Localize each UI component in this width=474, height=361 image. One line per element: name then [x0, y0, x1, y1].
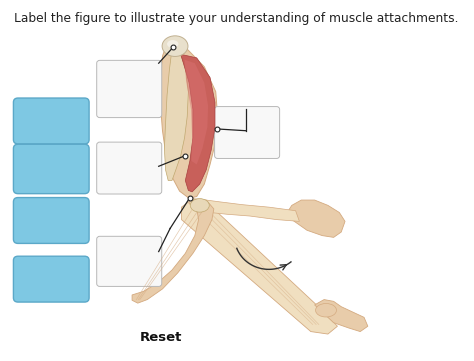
- FancyBboxPatch shape: [97, 236, 162, 286]
- Polygon shape: [164, 49, 188, 180]
- FancyBboxPatch shape: [13, 256, 89, 302]
- FancyBboxPatch shape: [97, 142, 162, 194]
- FancyBboxPatch shape: [97, 60, 162, 118]
- Polygon shape: [287, 200, 345, 238]
- Text: Reset: Reset: [139, 331, 182, 344]
- Text: Contracted
muscle: Contracted muscle: [14, 155, 88, 183]
- Polygon shape: [315, 300, 368, 331]
- FancyBboxPatch shape: [13, 197, 89, 243]
- FancyBboxPatch shape: [215, 106, 280, 158]
- Text: Label the figure to illustrate your understanding of muscle attachments.: Label the figure to illustrate your unde…: [14, 12, 459, 25]
- Polygon shape: [206, 200, 300, 221]
- Text: Relaxed
muscle: Relaxed muscle: [25, 206, 78, 235]
- Polygon shape: [182, 200, 337, 334]
- Ellipse shape: [190, 199, 209, 212]
- Text: Insertion: Insertion: [22, 273, 81, 286]
- Polygon shape: [181, 54, 215, 192]
- Ellipse shape: [162, 36, 188, 56]
- Polygon shape: [184, 60, 208, 165]
- Ellipse shape: [316, 304, 337, 317]
- Ellipse shape: [167, 40, 179, 48]
- FancyBboxPatch shape: [13, 144, 89, 193]
- Polygon shape: [161, 45, 218, 198]
- FancyBboxPatch shape: [13, 98, 89, 144]
- Text: Origin: Origin: [31, 114, 72, 127]
- Polygon shape: [132, 198, 214, 303]
